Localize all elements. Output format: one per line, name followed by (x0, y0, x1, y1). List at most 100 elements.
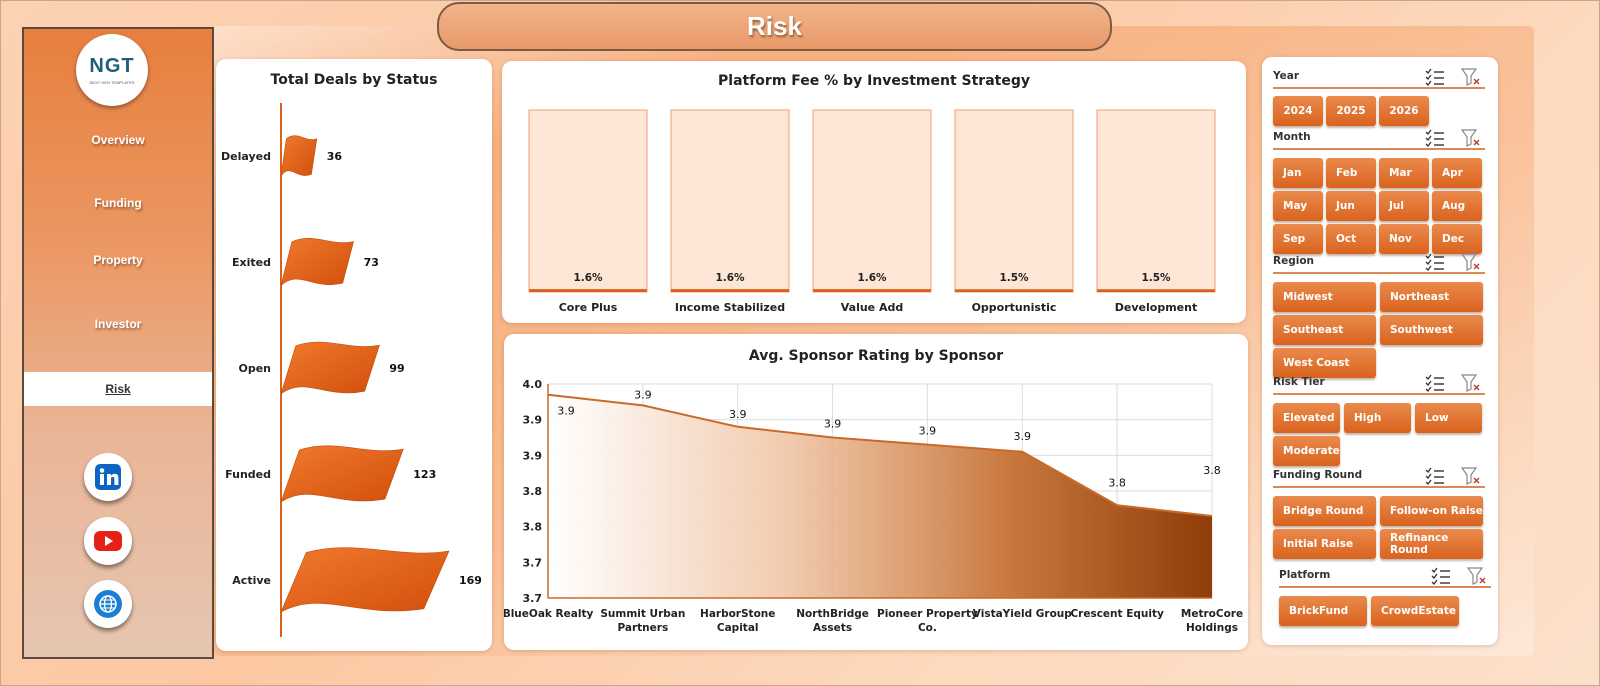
slicer-header-region: Region (1273, 252, 1485, 274)
slicer-option-month[interactable]: Apr (1432, 158, 1482, 188)
multi-select-icon[interactable] (1425, 467, 1445, 485)
fee-bar (1097, 289, 1215, 292)
slicer-option-risk_tier[interactable]: High (1344, 403, 1411, 433)
deals-value-label: 36 (327, 150, 343, 163)
multi-select-icon[interactable] (1425, 374, 1445, 392)
slicer-header-risk_tier: Risk Tier (1273, 373, 1485, 395)
slicer-option-risk_tier[interactable]: Low (1415, 403, 1482, 433)
slicer-option-risk_tier[interactable]: Moderate (1273, 436, 1340, 466)
slicer-option-month[interactable]: Jul (1379, 191, 1429, 221)
slicer-option-year[interactable]: 2026 (1379, 96, 1429, 126)
rating-category-label: Co. (918, 622, 937, 634)
rating-y-tick: 3.9 (523, 414, 543, 427)
slicer-option-month[interactable]: Mar (1379, 158, 1429, 188)
logo: NGT NEXT GEN TEMPLATES (76, 34, 148, 106)
rating-line (547, 393, 1213, 517)
linkedin-button[interactable] (84, 453, 132, 501)
slicer-option-risk_tier[interactable]: Elevated (1273, 403, 1340, 433)
rating-category-label: BlueOak Realty (504, 608, 593, 620)
sidebar-item-property[interactable]: Property (93, 253, 143, 267)
rating-y-tick: 3.7 (523, 592, 543, 605)
slicer-option-month[interactable]: Aug (1432, 191, 1482, 221)
rating-value-label: 3.8 (1108, 476, 1126, 489)
clear-filter-icon[interactable] (1460, 374, 1481, 392)
rating-y-tick: 3.8 (523, 521, 543, 534)
clear-filter-icon[interactable] (1460, 253, 1481, 271)
multi-select-icon[interactable] (1425, 129, 1445, 147)
deals-bar (280, 445, 404, 503)
fee-bar (955, 289, 1073, 292)
slicer-option-funding_round[interactable]: Refinance Round (1380, 529, 1483, 559)
slicer-option-region[interactable]: Midwest (1273, 282, 1376, 312)
deals-category-label: Exited (232, 256, 271, 269)
deals-bar (280, 238, 354, 287)
rating-value-label: 3.9 (824, 418, 842, 431)
slicer-option-funding_round[interactable]: Bridge Round (1273, 496, 1376, 526)
fee-bar-background (1096, 109, 1216, 293)
slicer-option-region[interactable]: Southeast (1273, 315, 1376, 345)
page-header: Risk (437, 2, 1112, 51)
slicer-label-region: Region (1273, 255, 1315, 267)
fee-category-label: Opportunistic (972, 301, 1057, 314)
deals-category-label: Open (238, 362, 271, 375)
slicer-header-platform: Platform (1279, 566, 1491, 588)
slicer-option-month[interactable]: Oct (1326, 224, 1376, 254)
slicer-option-month[interactable]: Nov (1379, 224, 1429, 254)
multi-select-icon[interactable] (1431, 567, 1451, 585)
rating-category-label: MetroCore (1181, 608, 1243, 620)
slicer-option-year[interactable]: 2024 (1273, 96, 1323, 126)
slicer-option-region[interactable]: Northeast (1380, 282, 1483, 312)
slicer-option-month[interactable]: Feb (1326, 158, 1376, 188)
multi-select-icon[interactable] (1425, 68, 1445, 86)
fee-bar (671, 289, 789, 292)
rating-category-label: Crescent Equity (1070, 608, 1164, 620)
sidebar-item-overview[interactable]: Overview (91, 133, 145, 147)
sidebar-item-risk[interactable]: Risk (24, 372, 212, 406)
fee-chart-title: Platform Fee % by Investment Strategy (718, 73, 1030, 89)
slicer-option-month[interactable]: Sep (1273, 224, 1323, 254)
fee-bar-background (812, 109, 932, 293)
youtube-button[interactable] (84, 517, 132, 565)
slicer-header-year: Year (1273, 67, 1485, 89)
slicer-label-funding_round: Funding Round (1273, 469, 1363, 481)
clear-filter-icon[interactable] (1460, 129, 1481, 147)
slicer-option-month[interactable]: May (1273, 191, 1323, 221)
slicer-option-funding_round[interactable]: Initial Raise (1273, 529, 1376, 559)
slicer-label-year: Year (1273, 70, 1300, 82)
clear-filter-icon[interactable] (1466, 567, 1487, 585)
multi-select-icon[interactable] (1425, 253, 1445, 271)
slicer-option-platform[interactable]: BrickFund (1279, 596, 1367, 626)
rating-y-tick: 3.8 (523, 485, 543, 498)
deals-bar (280, 547, 450, 613)
rating-value-label: 3.9 (1014, 430, 1031, 443)
slicer-option-month[interactable]: Dec (1432, 224, 1482, 254)
globe-icon (94, 590, 122, 618)
fee-value-label: 1.5% (999, 272, 1029, 284)
rating-category-label: Pioneer Property (877, 608, 978, 620)
fee-chart: 1.6% Core Plus 1.6% Income Stabilized 1.6% Va… (528, 109, 1216, 314)
fee-bar (529, 289, 647, 292)
website-button[interactable] (84, 580, 132, 628)
sidebar-item-funding[interactable]: Funding (94, 196, 142, 210)
fee-bar-background (670, 109, 790, 293)
slicer-option-year[interactable]: 2025 (1326, 96, 1376, 126)
sidebar-item-investor[interactable]: Investor (94, 317, 142, 331)
slicer-option-platform[interactable]: CrowdEstate (1371, 596, 1459, 626)
clear-filter-icon[interactable] (1460, 68, 1481, 86)
slicer-option-funding_round[interactable]: Follow-on Raise (1380, 496, 1483, 526)
slicer-label-platform: Platform (1279, 569, 1331, 581)
deals-by-status-card: Total Deals by Status Delayed 36 Exited 73 O… (216, 59, 492, 651)
rating-y-tick: 3.9 (523, 449, 543, 462)
rating-value-label: 3.9 (634, 388, 652, 401)
slicer-option-region[interactable]: Southwest (1380, 315, 1483, 345)
slicer-option-month[interactable]: Jun (1326, 191, 1376, 221)
slicer-option-month[interactable]: Jan (1273, 158, 1323, 188)
fee-bar (813, 289, 931, 292)
fee-value-label: 1.5% (1141, 272, 1171, 284)
fee-value-label: 1.6% (715, 272, 745, 284)
rating-value-label: 3.9 (557, 405, 575, 418)
rating-category-label: HarborStone (700, 608, 775, 620)
slicer-option-region[interactable]: West Coast (1273, 348, 1376, 378)
rating-y-tick: 4.0 (523, 378, 543, 391)
clear-filter-icon[interactable] (1460, 467, 1481, 485)
